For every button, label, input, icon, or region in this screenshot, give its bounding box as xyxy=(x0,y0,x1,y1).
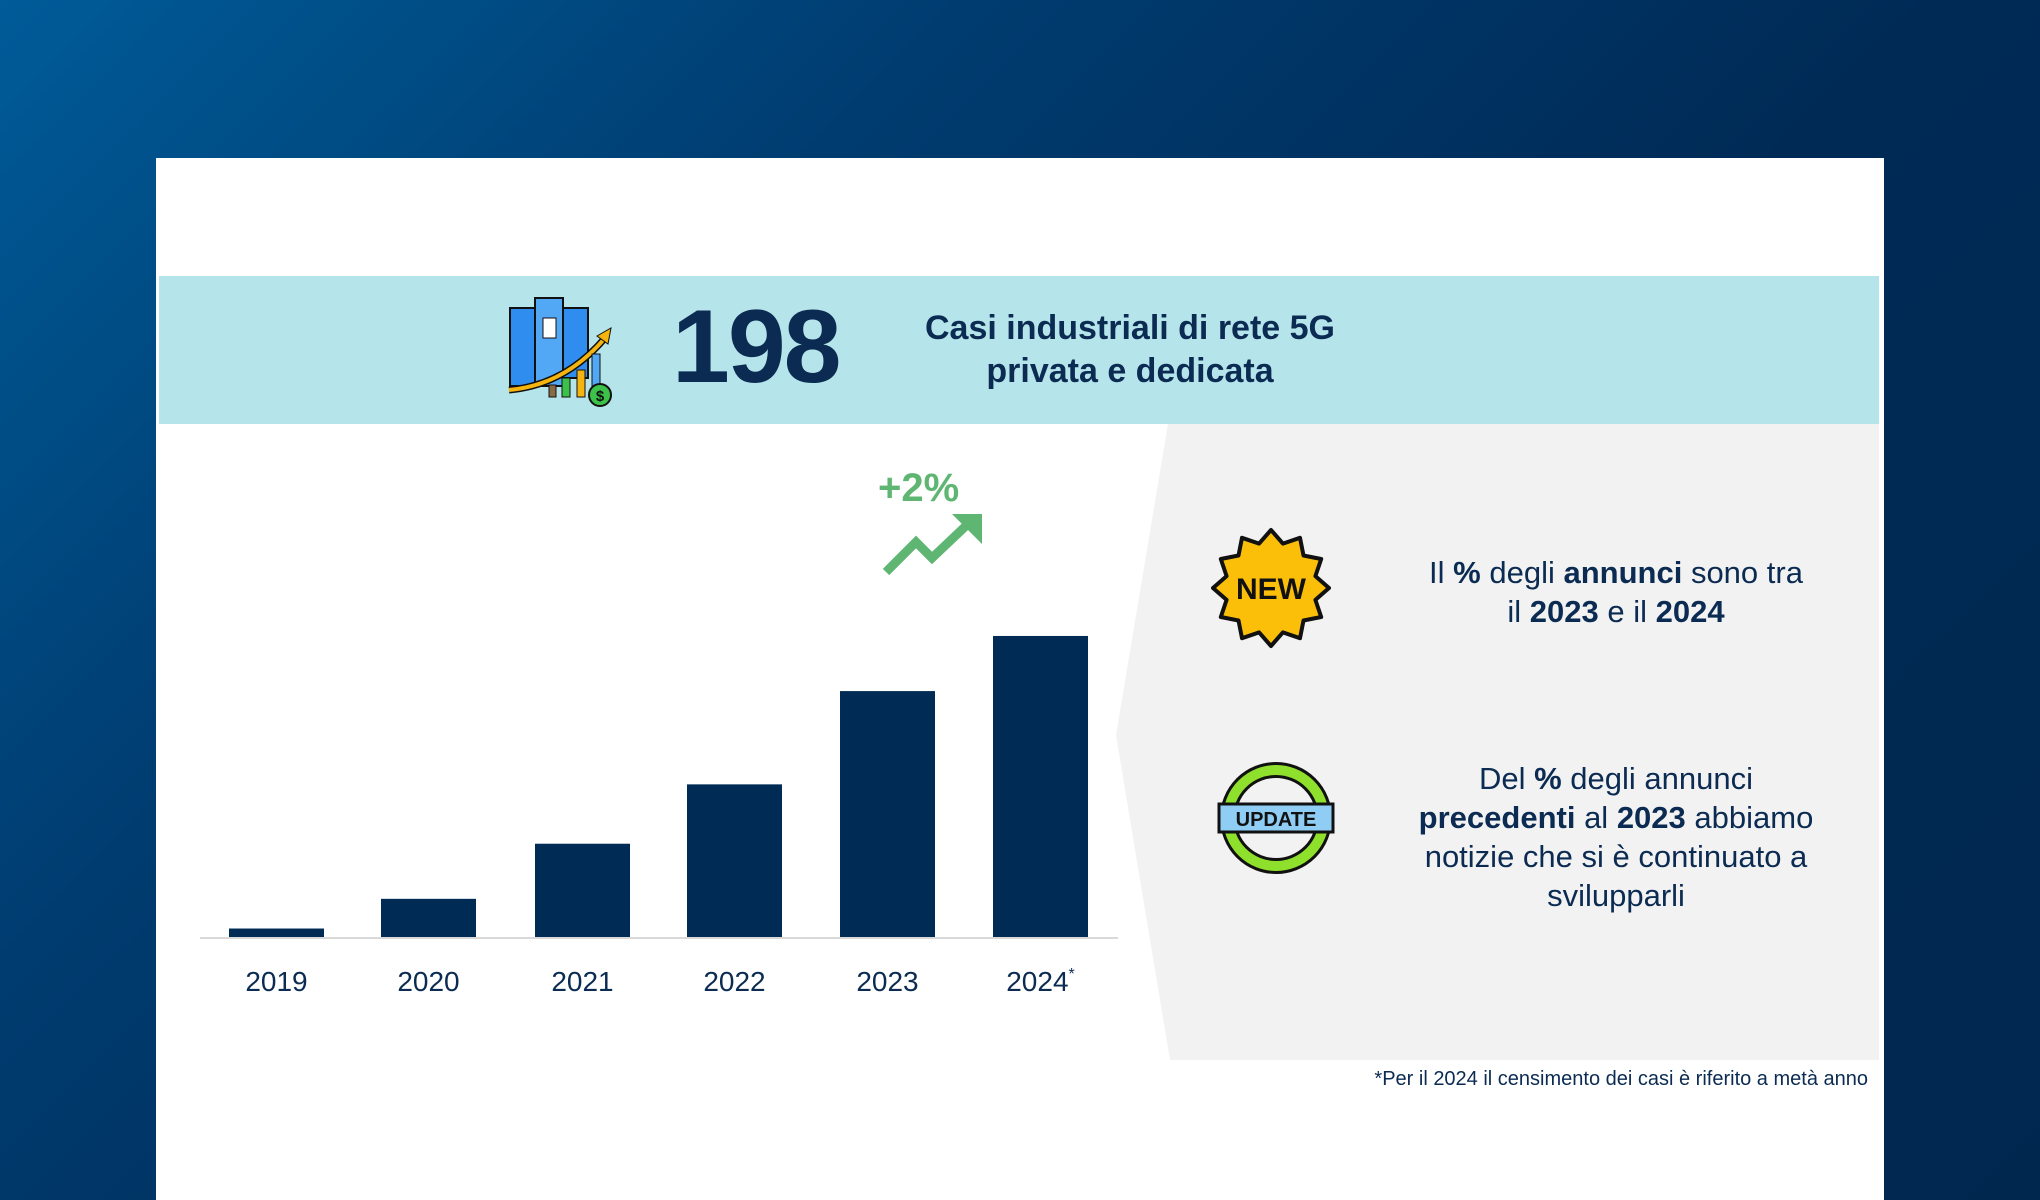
header-title: Casi industriali di rete 5G privata e ded… xyxy=(880,307,1380,393)
x-tick-label: 2023 xyxy=(856,966,918,997)
note-text: svilupparli xyxy=(1547,878,1685,913)
note-emphasis: annunci xyxy=(1563,555,1683,590)
header-band xyxy=(159,276,1879,424)
note-emphasis: % xyxy=(1534,761,1562,796)
update-text: UPDATE xyxy=(1236,809,1317,831)
bar-2019 xyxy=(229,928,324,937)
note-text: il xyxy=(1507,594,1530,629)
note-new: Il % degli annunci sono tra il 2023 e il … xyxy=(1366,553,1866,631)
new-badge-icon: NEW xyxy=(1211,528,1331,648)
note-text: Il xyxy=(1429,555,1454,590)
x-tick-label: 2024* xyxy=(1006,966,1075,997)
new-badge-text: NEW xyxy=(1236,573,1307,606)
note-text: degli xyxy=(1480,555,1564,590)
svg-text:$: $ xyxy=(596,388,605,405)
note-text: Del xyxy=(1478,761,1535,796)
note-text: notizie che si è continuato a xyxy=(1424,839,1808,874)
x-tick-label: 2019 xyxy=(245,966,307,997)
note-text: degli annunci xyxy=(1561,761,1754,796)
note-text: sono tra xyxy=(1682,555,1803,590)
bar-2021 xyxy=(535,843,630,937)
update-cycle-icon: UPDATE xyxy=(1217,762,1335,874)
note-text: abbiamo xyxy=(1685,800,1814,835)
note-text: al xyxy=(1575,800,1617,835)
note-text: e il xyxy=(1598,594,1656,629)
bar-2023 xyxy=(840,691,935,937)
case-count: 198 xyxy=(672,289,842,405)
bar-2020 xyxy=(381,898,476,937)
footnote-mark: * xyxy=(1069,966,1075,983)
bar-2024 xyxy=(993,635,1088,937)
growth-label: +2% xyxy=(878,466,960,510)
building-growth-icon: $ xyxy=(508,297,612,407)
note-update: Del % degli annunci precedenti al 2023 ab… xyxy=(1366,759,1866,915)
x-tick-label: 2020 xyxy=(397,966,459,997)
note-emphasis: 2024 xyxy=(1655,594,1725,629)
x-tick-label: 2021 xyxy=(551,966,613,997)
title-line-1: Casi industriali di rete 5G xyxy=(924,309,1335,347)
note-emphasis: precedenti xyxy=(1418,800,1576,835)
trend-up-arrow-icon xyxy=(882,514,982,576)
x-tick-label: 2022 xyxy=(703,966,765,997)
title-line-2: privata e dedicata xyxy=(986,352,1274,390)
bar-2022 xyxy=(687,784,782,937)
note-emphasis: 2023 xyxy=(1529,594,1599,629)
note-emphasis: 2023 xyxy=(1616,800,1686,835)
footnote: *Per il 2024 il censimento dei casi è ri… xyxy=(1374,1068,1868,1090)
note-emphasis: % xyxy=(1453,555,1481,590)
